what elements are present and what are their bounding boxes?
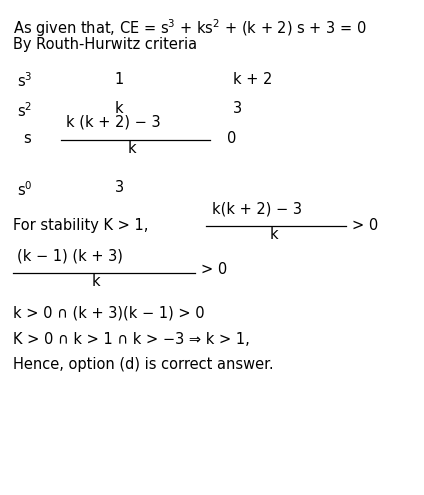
Text: k(k + 2) − 3: k(k + 2) − 3	[212, 201, 302, 216]
Text: k: k	[114, 101, 123, 116]
Text: For stability K > 1,: For stability K > 1,	[13, 218, 148, 233]
Text: k: k	[269, 227, 278, 242]
Text: > 0: > 0	[201, 262, 228, 277]
Text: s$^2$: s$^2$	[17, 101, 32, 120]
Text: s$^0$: s$^0$	[17, 180, 33, 199]
Text: As given that, CE = s$^3$ + ks$^2$ + (k + 2) s + 3 = 0: As given that, CE = s$^3$ + ks$^2$ + (k …	[13, 17, 367, 39]
Text: 1: 1	[114, 72, 124, 87]
Text: k (k + 2) − 3: k (k + 2) − 3	[66, 115, 160, 130]
Text: k: k	[127, 141, 136, 155]
Text: s: s	[23, 131, 31, 146]
Text: k > 0 ∩ (k + 3)(k − 1) > 0: k > 0 ∩ (k + 3)(k − 1) > 0	[13, 306, 204, 321]
Text: > 0: > 0	[352, 218, 378, 233]
Text: 3: 3	[114, 180, 124, 195]
Text: K > 0 ∩ k > 1 ∩ k > −3 ⇒ k > 1,: K > 0 ∩ k > 1 ∩ k > −3 ⇒ k > 1,	[13, 332, 249, 346]
Text: 0: 0	[227, 131, 236, 146]
Text: Hence, option (d) is correct answer.: Hence, option (d) is correct answer.	[13, 357, 273, 372]
Text: s$^3$: s$^3$	[17, 72, 32, 91]
Text: By Routh-Hurwitz criteria: By Routh-Hurwitz criteria	[13, 37, 197, 52]
Text: k + 2: k + 2	[233, 72, 273, 87]
Text: k: k	[91, 274, 100, 289]
Text: 3: 3	[233, 101, 243, 116]
Text: (k − 1) (k + 3): (k − 1) (k + 3)	[17, 248, 123, 263]
